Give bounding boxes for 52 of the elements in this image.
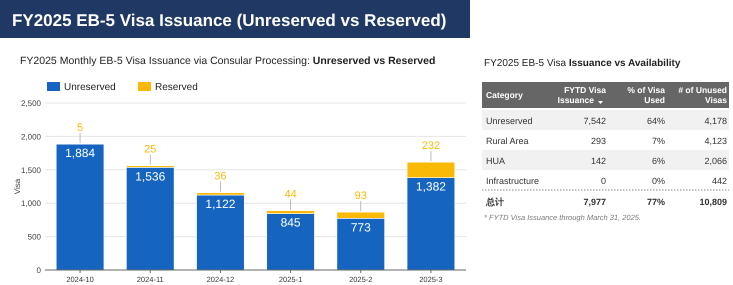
legend-label: Reserved bbox=[155, 82, 198, 93]
data-label: 25 bbox=[144, 144, 156, 156]
text: 6% bbox=[652, 156, 665, 166]
data-label: 1,536 bbox=[135, 169, 166, 184]
text: Infrastructure bbox=[486, 176, 540, 186]
chart-title: FY2025 EB-5 Visa Issuance (Unreserved vs Reserved) bbox=[12, 11, 446, 30]
text: FYTD Visa Issuance bbox=[558, 85, 606, 105]
text: 293 bbox=[590, 136, 606, 146]
text: 442 bbox=[712, 176, 727, 186]
text: % of Visa Used bbox=[627, 85, 666, 105]
data-label: 93 bbox=[354, 190, 367, 202]
y-tick-label: 0 bbox=[36, 266, 42, 275]
bar bbox=[126, 167, 174, 270]
y-axis-title: Visa bbox=[13, 178, 22, 194]
y-tick-label: 1,500 bbox=[20, 166, 42, 175]
text: 0% bbox=[652, 176, 665, 186]
data-label: 36 bbox=[214, 170, 227, 183]
data-label: 232 bbox=[422, 140, 440, 152]
legend-label: Unreserved bbox=[64, 82, 116, 93]
text: 0 bbox=[600, 176, 606, 186]
y-tick-label: 500 bbox=[28, 232, 42, 242]
text: 64% bbox=[646, 116, 665, 126]
text: FY2025 EB-5 Visa Issuance vs Availability bbox=[484, 58, 681, 69]
text: 2,066 bbox=[704, 156, 727, 166]
text: Unreserved bbox=[486, 116, 533, 126]
text: HUA bbox=[486, 156, 506, 166]
data-label: 5 bbox=[77, 122, 84, 134]
data-label: 1,884 bbox=[65, 146, 96, 160]
text: 10,809 bbox=[699, 197, 727, 207]
text: 77% bbox=[646, 197, 665, 207]
data-label: 44 bbox=[284, 188, 297, 201]
data-label: 1,122 bbox=[205, 197, 236, 212]
y-tick-label: 2,500 bbox=[20, 99, 42, 108]
text: Rural Area bbox=[486, 136, 529, 146]
y-tick-label: 2,000 bbox=[20, 132, 42, 142]
bar bbox=[56, 144, 104, 270]
text: 4,178 bbox=[704, 116, 727, 126]
text: 142 bbox=[590, 156, 606, 166]
text: 7,977 bbox=[583, 197, 606, 207]
bar bbox=[196, 194, 245, 270]
bar bbox=[266, 213, 315, 270]
text: Category bbox=[486, 90, 524, 100]
text: 7% bbox=[652, 136, 665, 146]
text: 总计 bbox=[485, 197, 504, 207]
data-label: 1,382 bbox=[416, 180, 446, 194]
text: 7,542 bbox=[583, 116, 606, 126]
y-tick-label: 1,000 bbox=[20, 199, 42, 208]
chart-subtitle: FY2025 Monthly EB-5 Visa Issuance via Consular Processing: Unreserved vs Reserved bbox=[20, 55, 436, 67]
text: 4,123 bbox=[704, 136, 727, 146]
data-label: 845 bbox=[280, 216, 301, 230]
text: # of Unused Visas bbox=[678, 85, 728, 105]
data-label: 773 bbox=[350, 220, 372, 234]
